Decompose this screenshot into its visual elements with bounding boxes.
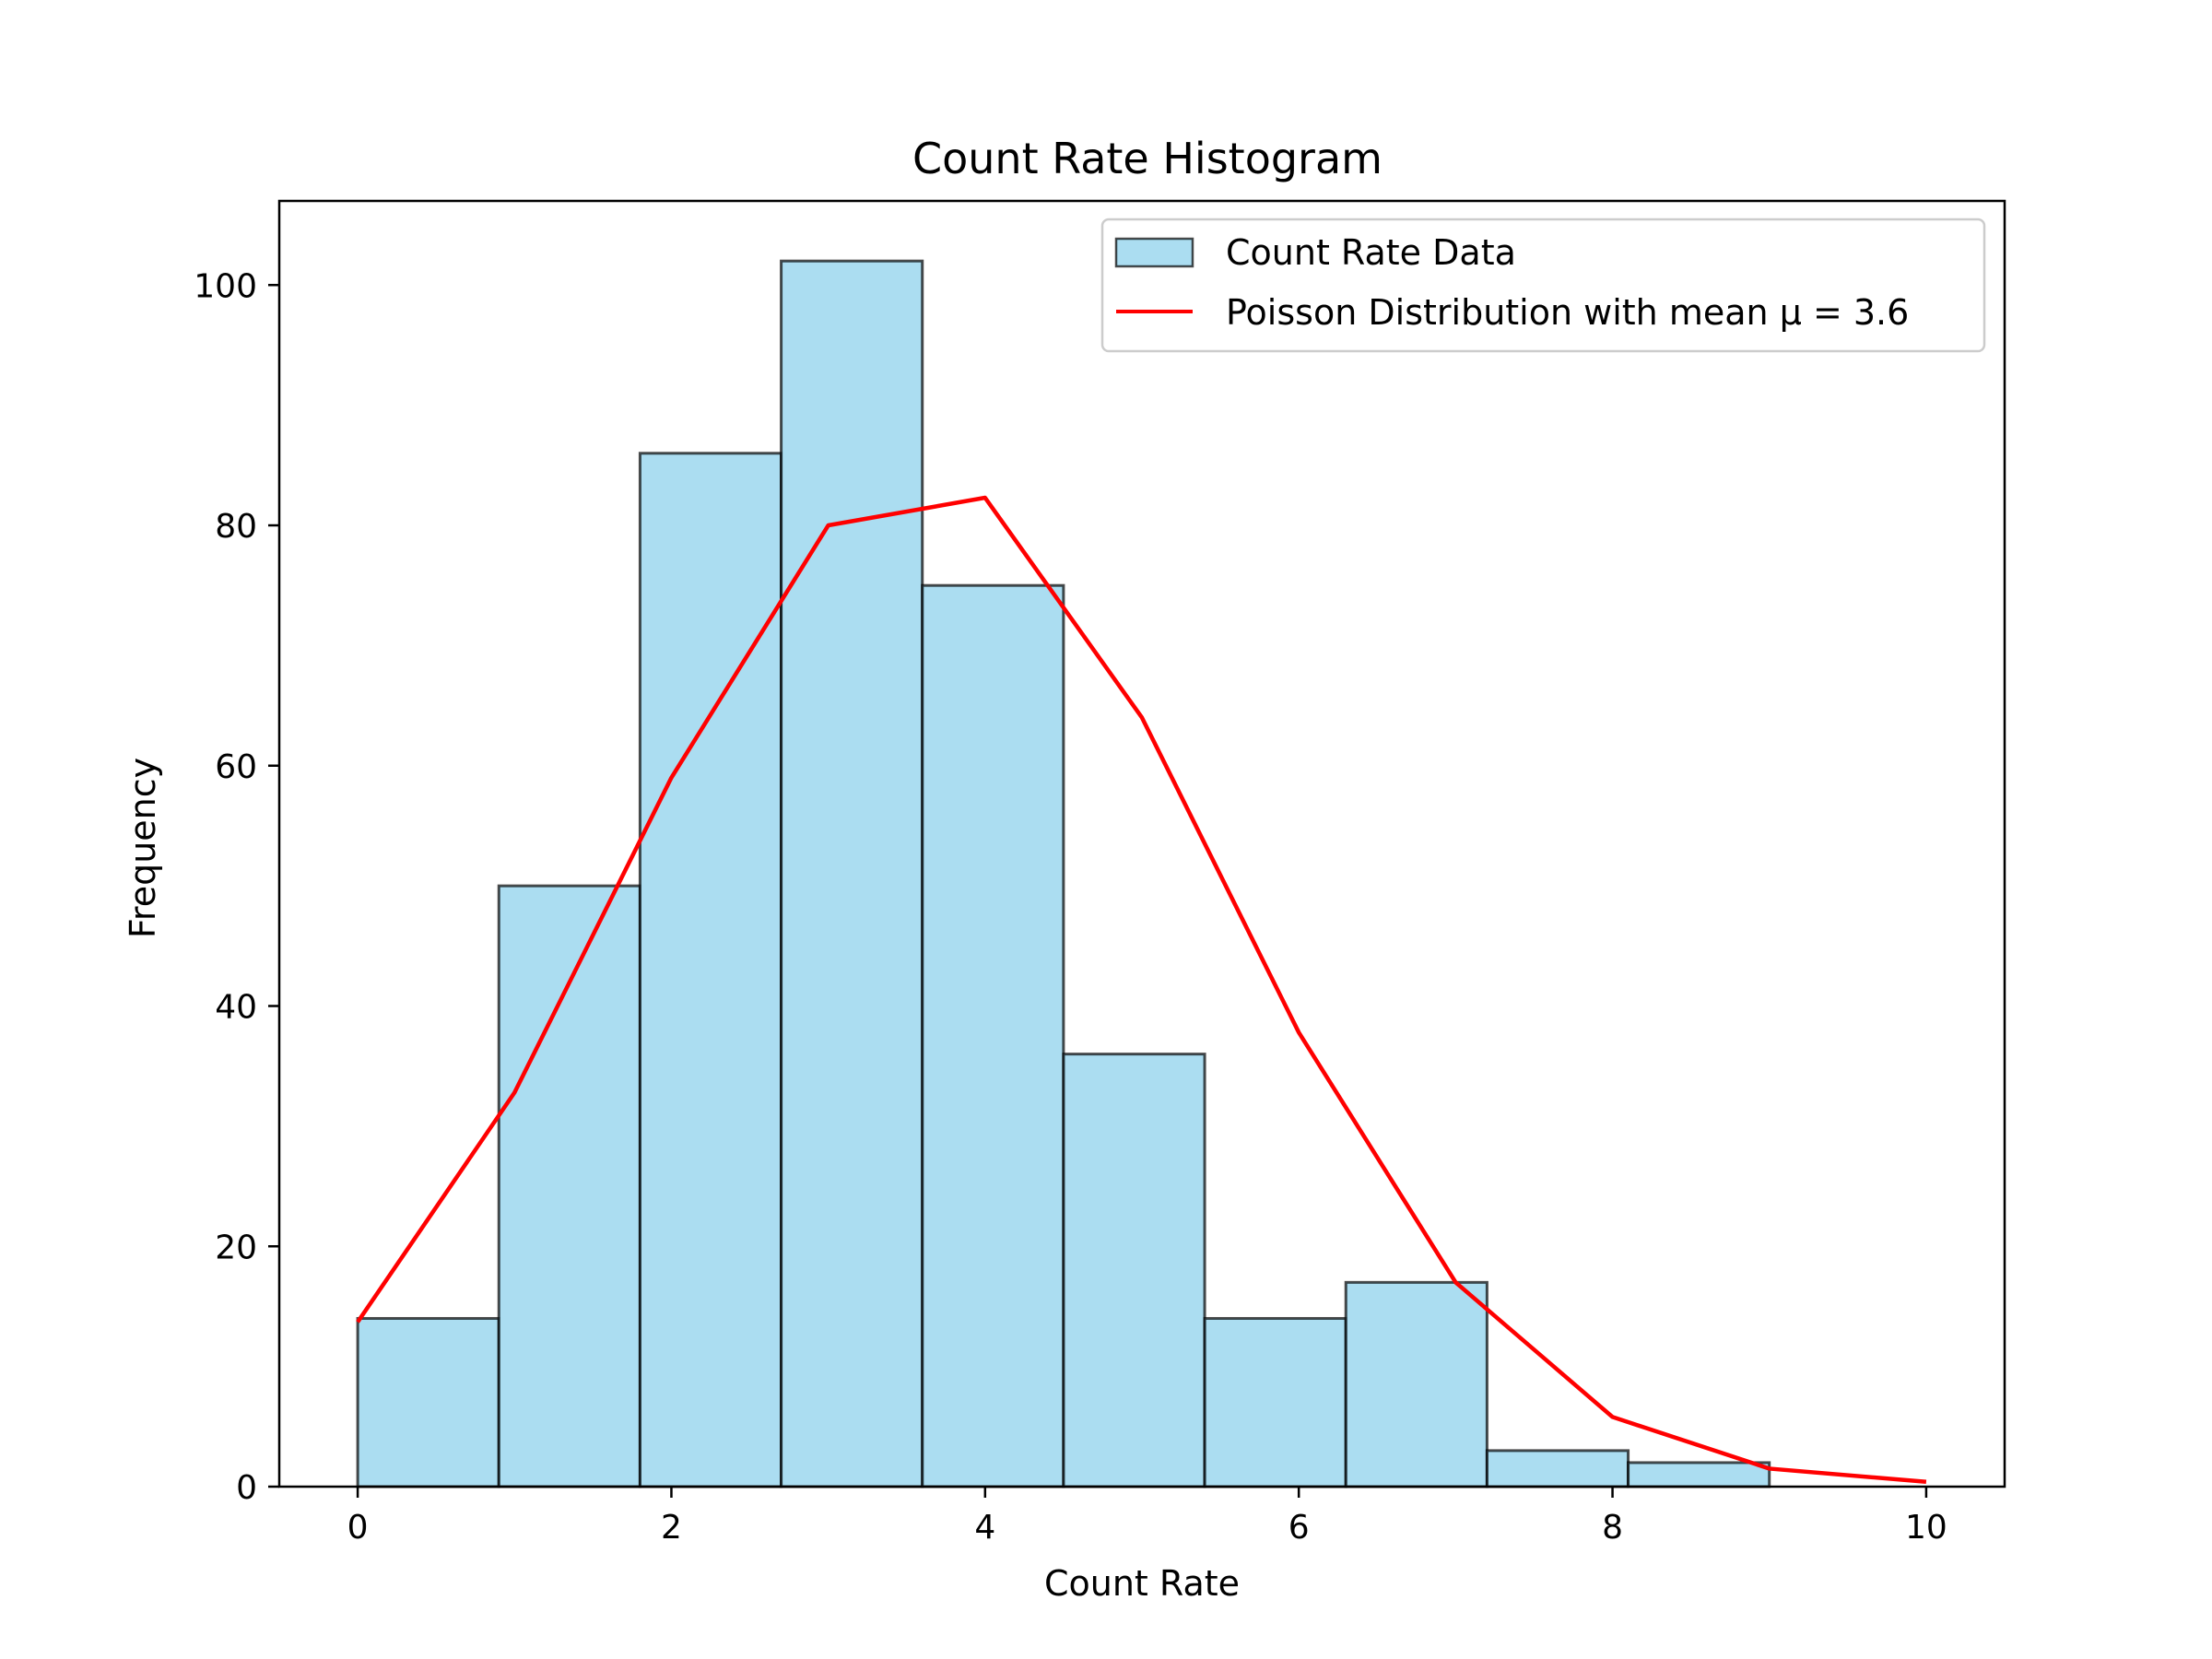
bars-layer [356,259,1771,1488]
y-axis-label: Frequency [123,758,163,938]
histogram-bar [1062,1053,1206,1488]
y-tick-label: 0 [236,1469,257,1507]
histogram-bar [780,259,924,1488]
legend-histogram-label: Count Rate Data [1226,232,1516,273]
histogram-bar [1203,1316,1347,1488]
x-tick-label: 4 [974,1509,995,1547]
histogram-bar [638,452,783,1488]
x-axis: 0 2 4 6 8 10 [347,1487,1947,1547]
x-tick-label: 8 [1602,1509,1623,1547]
chart-title: Count Rate Histogram [912,134,1382,183]
histogram-bar [1344,1280,1488,1488]
legend: Count Rate Data Poisson Distribution wit… [1100,218,1986,353]
y-tick-label: 40 [215,989,257,1027]
x-tick-label: 0 [347,1509,369,1547]
x-tick-label: 6 [1288,1509,1310,1547]
histogram-bar [497,884,641,1488]
plot-frame [277,199,2006,1488]
x-axis-label: Count Rate [1044,1563,1240,1604]
line-layer [356,495,1927,1485]
legend-poisson-label: Poisson Distribution with mean μ = 3.6 [1226,292,1909,333]
y-tick-label: 80 [215,508,257,546]
legend-box [1100,218,1986,353]
y-tick-label: 60 [215,748,257,786]
legend-histogram-patch [1114,237,1194,268]
y-tick-label: 100 [194,267,257,305]
y-tick-label: 20 [215,1229,257,1266]
histogram-bar [356,1316,500,1488]
histogram-bar [921,583,1065,1488]
y-axis: 0 20 40 60 80 100 [194,267,279,1507]
poisson-line [356,495,1927,1485]
x-tick-label: 10 [1905,1509,1947,1547]
histogram-bar [1485,1449,1630,1488]
histogram-bar [1627,1461,1771,1488]
x-tick-label: 2 [661,1509,682,1547]
